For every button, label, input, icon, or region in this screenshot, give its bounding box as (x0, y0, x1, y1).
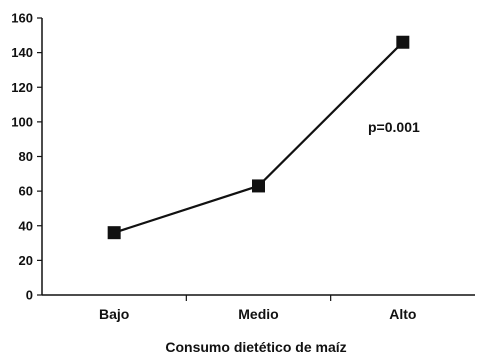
data-point (252, 179, 265, 193)
y-axis: 0 20 40 60 80 100 120 140 160 (11, 11, 43, 303)
y-tick-label: 60 (19, 184, 33, 199)
x-axis: Bajo Medio Alto (42, 294, 475, 322)
data-point (396, 35, 410, 49)
y-tick-label: 20 (19, 253, 33, 268)
series-line (113, 41, 404, 234)
y-tick-label: 40 (19, 218, 33, 233)
y-tick-label: 80 (19, 149, 33, 164)
y-tick-label: 0 (26, 288, 33, 303)
x-tick-label: Medio (238, 306, 278, 322)
y-tick-label: 160 (11, 11, 33, 26)
y-tick-label: 120 (11, 80, 33, 95)
y-tick-label: 140 (11, 45, 33, 60)
x-tick-label: Alto (389, 306, 416, 322)
p-value-annotation: p=0.001 (368, 119, 420, 135)
x-tick-label: Bajo (99, 306, 129, 322)
y-tick-label: 100 (11, 114, 33, 129)
series-group (107, 35, 410, 240)
x-axis-label: Consumo dietético de maíz (165, 339, 346, 354)
data-point (107, 226, 121, 240)
